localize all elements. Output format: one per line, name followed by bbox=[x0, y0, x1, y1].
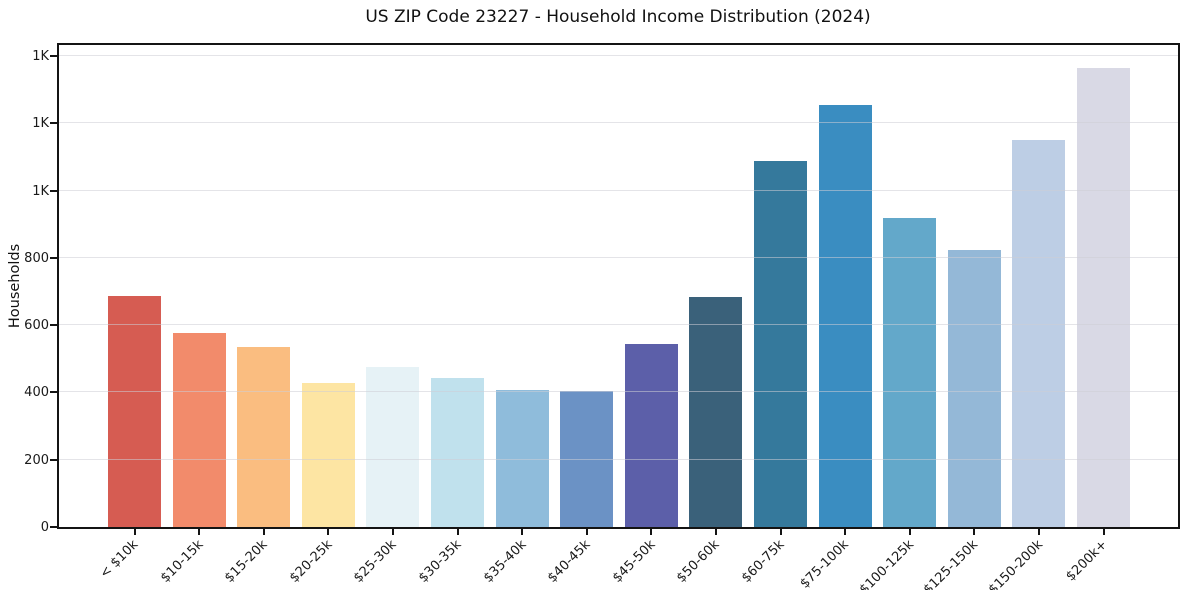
y-tick-label: 1K bbox=[32, 183, 49, 199]
x-tick-label: $45-50k bbox=[609, 537, 659, 586]
x-tick-label: $75-100k bbox=[797, 537, 853, 590]
bar-$50-60k bbox=[689, 297, 743, 527]
gridline-1400 bbox=[59, 55, 1178, 57]
y-tick-label: 0 bbox=[40, 520, 49, 535]
bar-$200k+ bbox=[1077, 68, 1130, 527]
y-tick-mark bbox=[50, 55, 57, 58]
y-tick-mark bbox=[50, 458, 57, 461]
bar-$75-100k bbox=[818, 105, 872, 527]
gridline-400 bbox=[59, 391, 1178, 393]
y-tick-mark bbox=[50, 122, 57, 125]
x-tick-label: $25-30k bbox=[351, 537, 400, 586]
y-tick-mark bbox=[50, 256, 57, 259]
bar-$15-20k bbox=[237, 347, 291, 527]
y-tick-mark bbox=[50, 189, 57, 192]
x-tick-mark bbox=[198, 529, 201, 535]
bar-< $10k bbox=[108, 296, 161, 527]
x-tick-mark bbox=[391, 529, 394, 535]
y-axis-label: Households bbox=[7, 243, 23, 329]
gridline-1200 bbox=[59, 122, 1178, 124]
x-tick-mark bbox=[1102, 529, 1105, 535]
x-tick-label: $60-75k bbox=[738, 537, 788, 586]
x-tick-mark bbox=[1037, 529, 1040, 535]
y-tick-label: 600 bbox=[24, 318, 49, 334]
x-tick-label: $200k+ bbox=[1063, 537, 1111, 585]
bar-$125-150k bbox=[947, 250, 1001, 527]
x-tick-mark bbox=[714, 529, 717, 535]
x-tick-label: $125-150k bbox=[921, 537, 982, 590]
bar-$30-35k bbox=[431, 378, 484, 527]
x-tick-label: $20-25k bbox=[286, 537, 336, 586]
y-tick-label: 1K bbox=[32, 116, 49, 132]
x-tick-label: $150-200k bbox=[985, 537, 1046, 590]
x-tick-mark bbox=[844, 529, 847, 535]
x-tick-mark bbox=[456, 529, 459, 535]
x-tick-label: $15-20k bbox=[222, 537, 271, 586]
gridline-800 bbox=[59, 256, 1178, 258]
y-tick-mark bbox=[50, 391, 57, 394]
x-tick-label: $40-45k bbox=[545, 537, 594, 586]
x-tick-mark bbox=[327, 529, 330, 535]
bar-$25-30k bbox=[366, 367, 420, 527]
x-tick-label: $35-40k bbox=[480, 537, 530, 586]
bar-$60-75k bbox=[754, 161, 807, 527]
bar-$20-25k bbox=[301, 383, 355, 527]
x-tick-label: $10-15k bbox=[157, 537, 207, 586]
bar-$100-125k bbox=[883, 218, 937, 527]
y-tick-label: 800 bbox=[24, 250, 49, 266]
x-tick-mark bbox=[908, 529, 911, 535]
gridline-1000 bbox=[59, 189, 1178, 191]
x-tick-mark bbox=[779, 529, 782, 535]
x-tick-mark bbox=[133, 529, 136, 535]
x-tick-mark bbox=[521, 529, 524, 535]
x-tick-mark bbox=[585, 529, 588, 535]
y-tick-mark bbox=[50, 324, 57, 327]
y-tick-label: 400 bbox=[24, 385, 49, 401]
bar-$150-200k bbox=[1012, 140, 1066, 527]
plot-area bbox=[57, 43, 1180, 529]
x-tick-mark bbox=[262, 529, 265, 535]
x-tick-label: $30-35k bbox=[415, 537, 465, 586]
bar-$10-15k bbox=[172, 333, 226, 527]
chart-title: US ZIP Code 23227 - Household Income Dis… bbox=[365, 7, 871, 27]
gridline-200 bbox=[59, 458, 1178, 460]
x-tick-mark bbox=[650, 529, 653, 535]
y-tick-label: 200 bbox=[24, 452, 49, 468]
gridline-600 bbox=[59, 324, 1178, 326]
x-tick-label: $100-125k bbox=[856, 537, 917, 590]
x-tick-label: $50-60k bbox=[674, 537, 723, 586]
x-tick-mark bbox=[973, 529, 976, 535]
bar-$35-40k bbox=[495, 390, 549, 527]
x-tick-label: < $10k bbox=[97, 537, 142, 582]
y-tick-label: 1K bbox=[32, 49, 49, 65]
y-tick-mark bbox=[50, 526, 57, 528]
bar-$45-50k bbox=[624, 344, 678, 527]
